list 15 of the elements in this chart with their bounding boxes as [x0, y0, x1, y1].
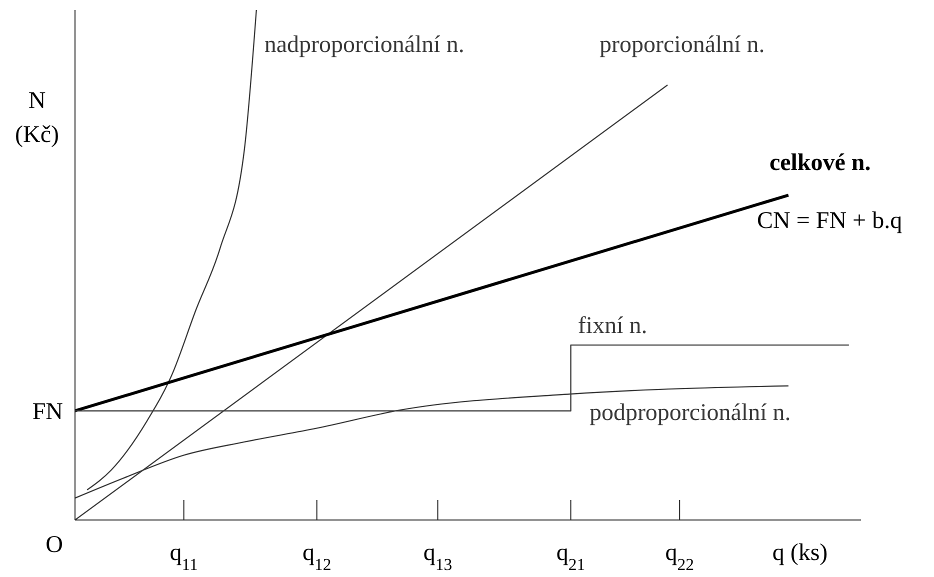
x-axis-title: q (ks)	[772, 540, 828, 566]
series-label: nadproporcionální n.	[264, 32, 464, 58]
series-label: fixní n.	[578, 313, 648, 340]
x-tick-label: q$_{13}$	[423, 540, 452, 574]
x-tick-label: q$_{21}$	[556, 540, 586, 574]
series-label: podproporcionální n.	[589, 400, 791, 426]
series-label: proporcionální n.	[600, 32, 765, 58]
series-label: celkové n.	[769, 150, 871, 176]
text: O	[46, 532, 63, 558]
x-tick-label: q$_{22}$	[665, 540, 694, 574]
text: FN	[32, 399, 63, 425]
annotation: CN = FN + b.q	[757, 208, 902, 234]
y-axis-title: N (Kč)	[15, 88, 59, 148]
x-tick-label: q$_{12}$	[302, 540, 332, 574]
x-tick-label: q$_{11}$	[170, 540, 198, 574]
